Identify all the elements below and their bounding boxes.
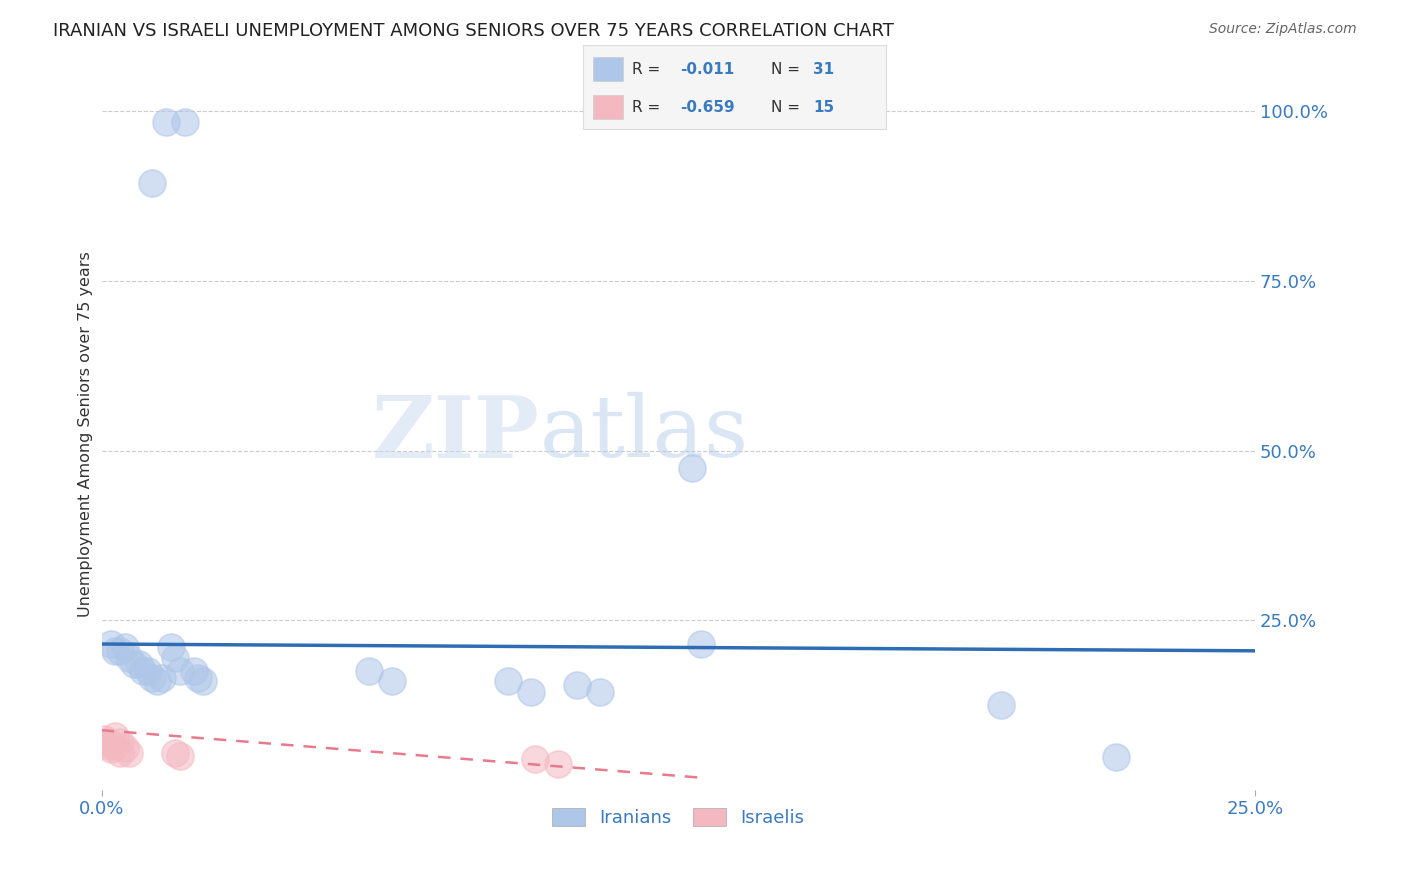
Point	[169, 664, 191, 678]
Text: R =: R =	[631, 62, 659, 77]
FancyBboxPatch shape	[592, 95, 623, 120]
Text: 31: 31	[813, 62, 834, 77]
Point	[114, 640, 136, 655]
Point	[93, 732, 115, 747]
Point	[100, 637, 122, 651]
Text: N =: N =	[770, 100, 800, 115]
Point	[547, 757, 569, 772]
Text: 15: 15	[813, 100, 834, 115]
Point	[990, 698, 1012, 712]
Point	[1105, 750, 1128, 764]
Point	[114, 740, 136, 755]
Point	[165, 746, 187, 760]
Point	[141, 176, 163, 190]
Point	[173, 114, 195, 128]
Point	[108, 735, 131, 749]
Text: -0.659: -0.659	[681, 100, 735, 115]
Point	[104, 739, 127, 753]
Text: atlas: atlas	[540, 392, 749, 475]
Point	[169, 749, 191, 764]
Legend: Iranians, Israelis: Iranians, Israelis	[546, 801, 811, 834]
Point	[96, 735, 118, 749]
Point	[165, 650, 187, 665]
Text: Source: ZipAtlas.com: Source: ZipAtlas.com	[1209, 22, 1357, 37]
Point	[187, 671, 209, 685]
Point	[128, 657, 150, 672]
Point	[524, 752, 547, 766]
Point	[359, 664, 381, 678]
Text: IRANIAN VS ISRAELI UNEMPLOYMENT AMONG SENIORS OVER 75 YEARS CORRELATION CHART: IRANIAN VS ISRAELI UNEMPLOYMENT AMONG SE…	[53, 22, 894, 40]
Point	[381, 674, 404, 689]
Text: ZIP: ZIP	[373, 392, 540, 475]
Point	[118, 650, 141, 665]
Point	[132, 664, 155, 678]
Point	[565, 678, 588, 692]
Point	[191, 674, 214, 689]
Point	[108, 746, 131, 760]
Point	[97, 739, 120, 753]
Point	[104, 729, 127, 743]
Point	[183, 664, 205, 678]
Point	[155, 114, 177, 128]
Point	[141, 671, 163, 685]
Point	[589, 684, 612, 698]
Point	[681, 460, 703, 475]
Point	[159, 640, 181, 655]
Point	[146, 674, 169, 689]
Point	[100, 737, 122, 751]
Point	[690, 637, 713, 651]
Point	[136, 664, 159, 678]
FancyBboxPatch shape	[592, 57, 623, 81]
Point	[150, 671, 173, 685]
Point	[122, 657, 145, 672]
Point	[519, 684, 541, 698]
Point	[100, 742, 122, 756]
Y-axis label: Unemployment Among Seniors over 75 years: Unemployment Among Seniors over 75 years	[79, 251, 93, 616]
Point	[496, 674, 519, 689]
Point	[104, 644, 127, 658]
Point	[118, 746, 141, 760]
Text: R =: R =	[631, 100, 659, 115]
Text: N =: N =	[770, 62, 800, 77]
Text: -0.011: -0.011	[681, 62, 734, 77]
Point	[108, 644, 131, 658]
